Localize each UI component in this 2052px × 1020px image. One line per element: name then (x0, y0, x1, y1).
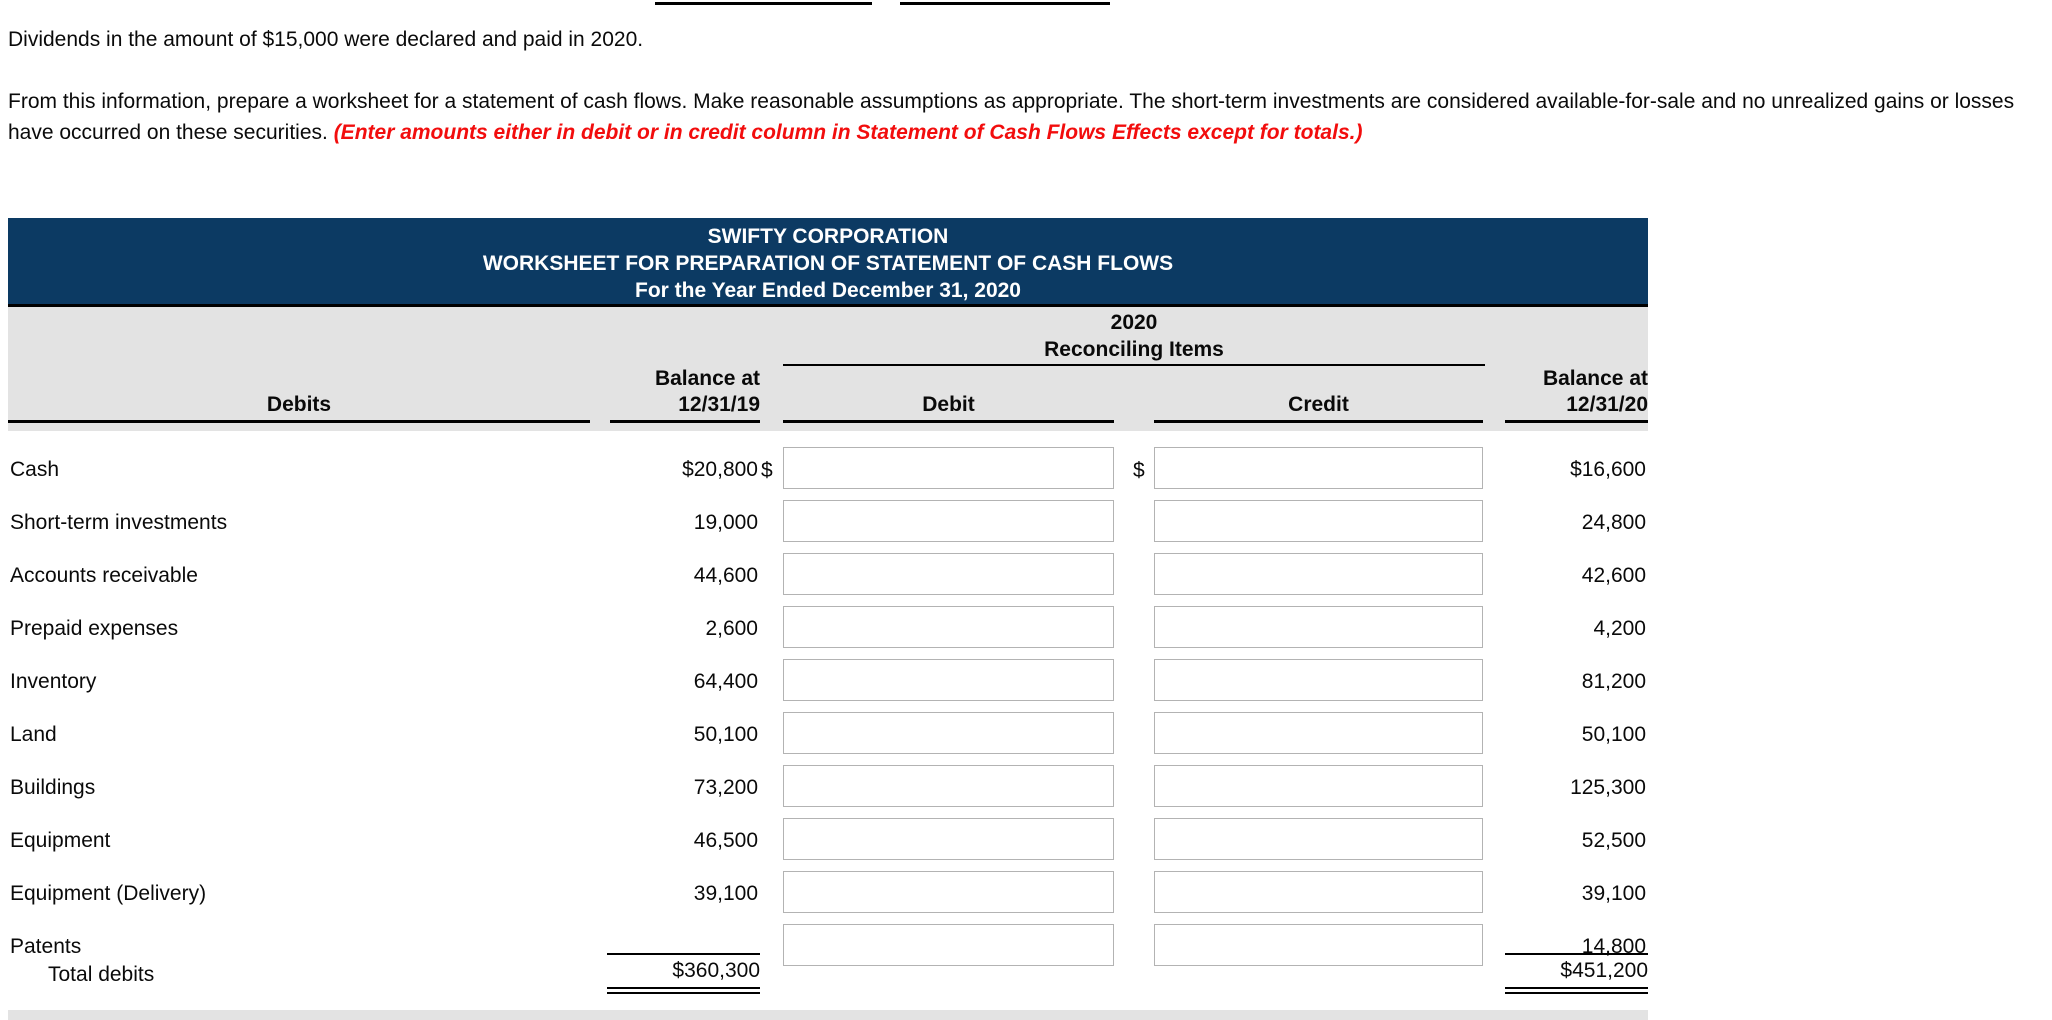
debit-amount-input[interactable] (783, 712, 1114, 754)
table-row: Equipment 46,500 $ $ 52,500 (8, 814, 1648, 867)
worksheet-title: WORKSHEET FOR PREPARATION OF STATEMENT O… (482, 252, 1174, 275)
balance-start-value: 46,500 (693, 829, 758, 852)
table-row: Buildings 73,200 $ $ 125,300 (8, 761, 1648, 814)
account-label: Cash (10, 458, 60, 481)
account-label: Accounts receivable (10, 564, 198, 587)
balance-end-header: Balance at 12/31/20 (1505, 366, 1648, 423)
debit-amount-input[interactable] (783, 606, 1114, 648)
instructions-paragraph: From this information, prepare a workshe… (8, 86, 2048, 148)
debit-amount-input[interactable] (783, 818, 1114, 860)
balance-start-value: 2,600 (705, 617, 758, 640)
balance-end-value: 14,800 (1581, 935, 1646, 958)
account-label: Equipment (Delivery) (10, 882, 207, 905)
debit-column-header: Debit (783, 392, 1114, 423)
account-label: Prepaid expenses (10, 617, 179, 640)
balance-start-header: Balance at 12/31/19 (610, 366, 760, 423)
instructions-text: From this information, prepare a workshe… (8, 90, 2015, 144)
balance-start-value: 50,100 (693, 723, 758, 746)
balance-end-value: 50,100 (1581, 723, 1646, 746)
period-subtitle: For the Year Ended December 31, 2020 (635, 279, 1021, 302)
credit-amount-input[interactable] (1154, 871, 1483, 913)
worksheet-rows: Cash $20,800 $ $ $16,600 Short-term inve… (8, 443, 1648, 973)
table-row: Land 50,100 $ $ 50,100 (8, 708, 1648, 761)
balance-start-value: 39,100 (693, 882, 758, 905)
debit-amount-input[interactable] (783, 553, 1114, 595)
cutoff-rule-right (900, 2, 1110, 5)
balance-start-value: 19,000 (693, 511, 758, 534)
balance-start-value: 44,600 (693, 564, 758, 587)
balance-end-value: 52,500 (1581, 829, 1646, 852)
column-header-band: 2020 Reconciling Items Debits Balance at… (8, 307, 1648, 431)
debit-amount-input[interactable] (783, 765, 1114, 807)
debit-amount-input[interactable] (783, 659, 1114, 701)
balance-end-value: 81,200 (1581, 670, 1646, 693)
balance-end-line1: Balance at (1542, 367, 1648, 390)
account-label: Short-term investments (10, 511, 228, 534)
credit-amount-input[interactable] (1154, 606, 1483, 648)
account-label: Equipment (10, 829, 111, 852)
balance-start-line1: Balance at (654, 367, 760, 390)
balance-end-line2: 12/31/20 (1566, 393, 1648, 416)
reconciling-items-label: Reconciling Items (783, 338, 1485, 366)
account-label: Land (10, 723, 57, 746)
balance-start-value: 73,200 (693, 776, 758, 799)
credit-column-header: Credit (1154, 392, 1483, 423)
balance-end-value: 125,300 (1570, 776, 1646, 799)
next-section-divider (8, 1010, 1648, 1020)
table-row: Short-term investments 19,000 $ $ 24,800 (8, 496, 1648, 549)
table-row: Patents $ $ 14,800 (8, 920, 1648, 973)
credit-amount-input[interactable] (1154, 765, 1483, 807)
cutoff-rule-left (655, 2, 872, 5)
table-row: Prepaid expenses 2,600 $ $ 4,200 (8, 602, 1648, 655)
year-label: 2020 (1110, 311, 1158, 334)
debit-currency-symbol: $ (761, 459, 773, 482)
total-debits-end-value: $451,200 (1505, 953, 1648, 994)
table-row: Accounts receivable 44,600 $ $ 42,600 (8, 549, 1648, 602)
credit-amount-input[interactable] (1154, 553, 1483, 595)
balance-start-line2: 12/31/19 (678, 393, 760, 416)
balance-start-value: 64,400 (693, 670, 758, 693)
credit-amount-input[interactable] (1154, 712, 1483, 754)
dividends-note: Dividends in the amount of $15,000 were … (8, 28, 644, 51)
table-row: Inventory 64,400 $ $ 81,200 (8, 655, 1648, 708)
instructions-emphasis: (Enter amounts either in debit or in cre… (333, 121, 1363, 144)
account-label: Buildings (10, 776, 96, 799)
company-name: SWIFTY CORPORATION (707, 225, 949, 248)
balance-end-value: 24,800 (1581, 511, 1646, 534)
account-label: Patents (10, 935, 82, 958)
table-row: Cash $20,800 $ $ $16,600 (8, 443, 1648, 496)
credit-amount-input[interactable] (1154, 447, 1483, 489)
debit-amount-input[interactable] (783, 500, 1114, 542)
total-debits-label: Total debits (48, 963, 155, 986)
balance-end-value: 39,100 (1581, 882, 1646, 905)
table-row: Equipment (Delivery) 39,100 $ $ 39,100 (8, 867, 1648, 920)
worksheet-title-banner: SWIFTY CORPORATION WORKSHEET FOR PREPARA… (8, 218, 1648, 307)
credit-amount-input[interactable] (1154, 659, 1483, 701)
cash-flow-worksheet: SWIFTY CORPORATION WORKSHEET FOR PREPARA… (8, 218, 1648, 1020)
debit-amount-input[interactable] (783, 447, 1114, 489)
balance-end-value: $16,600 (1570, 458, 1646, 481)
credit-amount-input[interactable] (1154, 924, 1483, 966)
total-debits-start-value: $360,300 (607, 953, 760, 994)
balance-end-value: 42,600 (1581, 564, 1646, 587)
balance-end-value: 4,200 (1593, 617, 1646, 640)
credit-amount-input[interactable] (1154, 818, 1483, 860)
credit-currency-symbol: $ (1133, 459, 1145, 482)
balance-start-value: $20,800 (682, 458, 758, 481)
credit-amount-input[interactable] (1154, 500, 1483, 542)
debit-amount-input[interactable] (783, 871, 1114, 913)
account-label: Inventory (10, 670, 97, 693)
debit-amount-input[interactable] (783, 924, 1114, 966)
debits-section-header: Debits (8, 392, 590, 423)
